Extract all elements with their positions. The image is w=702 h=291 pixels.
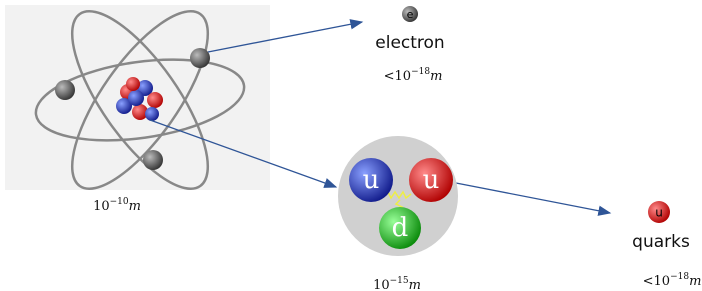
exponent: −15: [390, 276, 409, 286]
quark-symbol: u: [655, 206, 663, 220]
proton-size: 10−15m: [373, 276, 421, 291]
prefix: <: [643, 274, 654, 289]
base: 10: [373, 278, 390, 291]
unit: m: [129, 199, 141, 214]
quark-symbol: d: [392, 213, 409, 243]
quark-label: quarks: [632, 232, 690, 252]
quark-symbol: u: [423, 165, 440, 195]
electron-size: <10−18m: [384, 67, 443, 84]
unit: m: [430, 69, 442, 84]
exponent: −18: [670, 272, 689, 282]
atom-size: 10−10m: [93, 197, 141, 214]
diagram: e electron <10−18m 10−10m u u d 10−15m u…: [0, 0, 702, 291]
quark-symbol: u: [363, 165, 380, 195]
unit: m: [409, 278, 421, 291]
unit: m: [689, 274, 701, 289]
prefix: <: [384, 69, 395, 84]
base: 10: [93, 199, 110, 214]
atom-picture: [5, 0, 270, 208]
base: 10: [654, 274, 671, 289]
exponent: −18: [411, 67, 430, 77]
proton: u u d: [338, 136, 458, 256]
base: 10: [395, 69, 412, 84]
electron-label: electron: [375, 33, 444, 53]
electron-symbol: e: [407, 8, 414, 21]
quark-size: <10−18m: [643, 272, 702, 289]
exponent: −10: [110, 197, 129, 207]
